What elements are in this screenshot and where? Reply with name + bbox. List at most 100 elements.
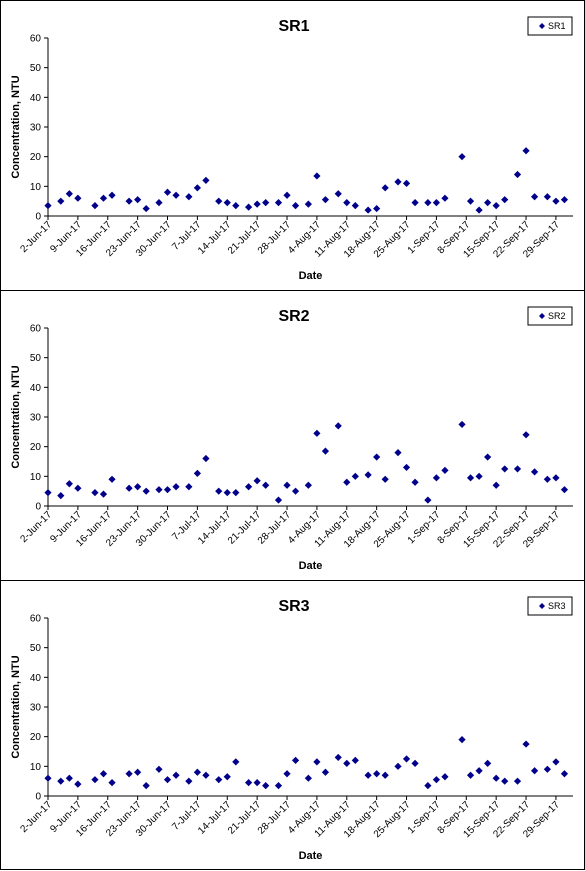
data-point-sr1 bbox=[74, 194, 82, 202]
data-point-sr3 bbox=[163, 776, 172, 784]
data-point-sr3 bbox=[155, 765, 163, 773]
data-point-sr1 bbox=[215, 197, 223, 205]
data-point-sr2 bbox=[552, 474, 560, 482]
data-point-sr3 bbox=[334, 753, 342, 762]
data-point-sr3 bbox=[321, 768, 330, 776]
data-point-sr1 bbox=[125, 197, 133, 205]
data-point-sr2 bbox=[441, 466, 449, 474]
data-point-sr1 bbox=[65, 190, 73, 198]
y-tick-label: 0 bbox=[35, 502, 41, 513]
legend-entry-label: SR3 bbox=[548, 601, 566, 611]
data-point-sr3 bbox=[543, 765, 551, 773]
data-point-sr2 bbox=[381, 475, 389, 483]
y-tick-label: 60 bbox=[30, 324, 42, 335]
data-point-sr3 bbox=[560, 770, 569, 778]
data-point-sr3 bbox=[142, 782, 150, 790]
legend-box bbox=[527, 596, 573, 616]
data-point-sr2 bbox=[522, 431, 530, 439]
data-point-sr3 bbox=[432, 776, 441, 784]
data-point-sr1 bbox=[313, 172, 321, 180]
data-point-sr2 bbox=[560, 486, 569, 494]
data-point-sr2 bbox=[304, 481, 312, 489]
data-point-sr3 bbox=[552, 758, 560, 766]
data-point-sr1 bbox=[321, 196, 330, 204]
data-point-sr2 bbox=[458, 420, 466, 429]
data-point-sr3 bbox=[65, 774, 73, 782]
data-point-sr3 bbox=[125, 770, 133, 778]
data-point-sr2 bbox=[501, 465, 509, 473]
y-tick-label: 10 bbox=[30, 182, 42, 193]
y-tick-label: 50 bbox=[30, 643, 42, 654]
data-point-sr1 bbox=[466, 197, 475, 205]
y-tick-label: 0 bbox=[35, 212, 41, 223]
data-point-sr3 bbox=[373, 770, 381, 778]
y-tick-label: 20 bbox=[30, 152, 42, 163]
data-point-sr2 bbox=[108, 475, 116, 483]
data-point-sr3 bbox=[381, 771, 389, 779]
data-point-sr3 bbox=[484, 759, 492, 767]
data-point-sr1 bbox=[543, 193, 551, 201]
chart-title-sr3: SR3 bbox=[278, 598, 309, 615]
data-point-sr2 bbox=[253, 477, 261, 485]
chart-sr1: SR1 Concentration, NTU Date 0 10 20 30 40 50 60 2-… bbox=[10, 16, 573, 282]
data-point-sr3 bbox=[283, 770, 291, 778]
data-point-sr1 bbox=[44, 202, 52, 210]
data-point-sr1 bbox=[185, 193, 193, 201]
y-tick-label: 60 bbox=[30, 614, 42, 625]
data-point-sr3 bbox=[475, 767, 483, 775]
data-point-sr3 bbox=[530, 767, 539, 775]
data-point-sr1 bbox=[458, 153, 466, 161]
data-point-sr3 bbox=[492, 774, 500, 782]
data-point-sr3 bbox=[441, 773, 449, 781]
data-point-sr2 bbox=[513, 465, 522, 473]
y-tick-label: 40 bbox=[30, 673, 42, 684]
data-point-sr3 bbox=[411, 759, 419, 767]
data-point-sr2 bbox=[91, 489, 99, 497]
data-point-sr2 bbox=[394, 449, 402, 457]
data-point-sr1 bbox=[99, 194, 108, 202]
x-tick-label: 2-Jun-17 bbox=[18, 799, 54, 835]
legend-marker-icon bbox=[539, 23, 545, 29]
data-point-sr2 bbox=[193, 469, 201, 477]
data-point-sr2 bbox=[274, 496, 283, 504]
data-point-sr1 bbox=[232, 202, 240, 210]
data-point-sr2 bbox=[134, 483, 142, 491]
legend-entry-label: SR2 bbox=[548, 311, 566, 321]
data-point-sr2 bbox=[44, 489, 52, 497]
data-point-sr2 bbox=[492, 481, 500, 489]
data-point-sr1 bbox=[411, 199, 419, 207]
y-tick-label: 50 bbox=[30, 353, 42, 364]
data-point-sr2 bbox=[283, 481, 291, 489]
data-point-sr1 bbox=[513, 170, 522, 179]
data-point-sr2 bbox=[313, 429, 321, 437]
data-point-sr2 bbox=[291, 487, 300, 495]
data-point-sr1 bbox=[108, 191, 116, 199]
x-axis-label-sr3: Date bbox=[299, 850, 323, 862]
legend-marker-icon bbox=[539, 603, 545, 609]
x-axis-label-sr2: Date bbox=[299, 560, 323, 572]
data-point-sr2 bbox=[424, 496, 432, 504]
data-point-sr3 bbox=[402, 755, 411, 763]
data-point-sr3 bbox=[343, 759, 351, 767]
data-point-sr2 bbox=[185, 483, 193, 491]
data-point-sr2 bbox=[99, 490, 108, 498]
data-point-sr2 bbox=[65, 480, 73, 488]
data-point-sr3 bbox=[394, 762, 402, 770]
legend-marker-icon bbox=[539, 313, 545, 319]
data-point-sr1 bbox=[334, 190, 342, 198]
data-point-sr1 bbox=[202, 176, 210, 184]
data-point-sr3 bbox=[185, 777, 193, 785]
data-point-sr1 bbox=[155, 199, 163, 207]
y-tick-label: 20 bbox=[30, 442, 42, 453]
data-point-sr2 bbox=[142, 487, 150, 495]
data-point-sr1 bbox=[351, 202, 359, 210]
data-point-sr2 bbox=[334, 422, 342, 430]
data-point-sr1 bbox=[501, 196, 509, 204]
data-point-sr2 bbox=[402, 463, 411, 472]
data-point-sr3 bbox=[304, 774, 312, 782]
data-point-sr2 bbox=[364, 471, 372, 479]
data-point-sr2 bbox=[530, 468, 539, 476]
y-tick-label: 10 bbox=[30, 762, 42, 773]
data-point-sr1 bbox=[560, 196, 569, 204]
data-point-sr1 bbox=[424, 199, 432, 207]
